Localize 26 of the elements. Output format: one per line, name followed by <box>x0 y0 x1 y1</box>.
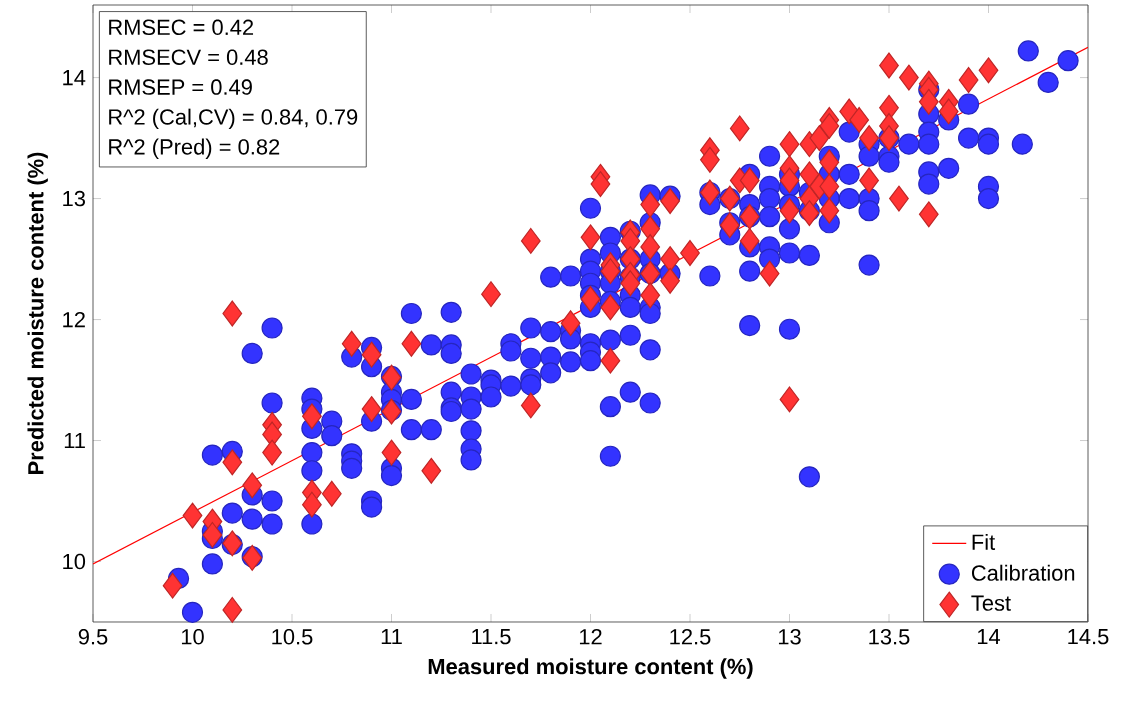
x-tick-label: 11 <box>381 629 402 645</box>
annotation: RMSECV = 0.48 <box>109 49 268 65</box>
x-axis-title: Measured moisture content (%) <box>428 658 753 679</box>
x-tick-label: 13 <box>778 629 801 645</box>
y-tick-label: 11 <box>64 433 85 449</box>
y-tick-label: 12 <box>63 311 85 328</box>
annotation: R^2 (Pred) = 0.82 <box>109 138 280 159</box>
y-tick-label: 14 <box>63 70 86 86</box>
x-tick-label: 11.5 <box>472 629 511 645</box>
x-tick-label: 14.5 <box>1068 629 1109 645</box>
y-tick-label: 10 <box>63 553 86 570</box>
legend-label: Calibration <box>971 564 1075 581</box>
x-tick-label: 12.5 <box>670 629 711 645</box>
annotation: RMSEP = 0.49 <box>109 79 252 95</box>
y-axis-title: Predicted moisture content (%) <box>27 152 48 474</box>
legend-label: Fit <box>972 533 996 550</box>
x-tick-label: 9.5 <box>78 629 108 645</box>
x-tick-label: 12 <box>579 629 602 645</box>
x-tick-label: 13.5 <box>869 629 910 645</box>
annotation: R^2 (Cal,CV) = 0.84, 0.79 <box>109 108 358 130</box>
y-tick-label: 13 <box>63 190 85 207</box>
annotation: RMSEC = 0.42 <box>109 19 254 36</box>
x-tick-label: 10.5 <box>272 629 313 645</box>
x-tick-label: 14 <box>977 629 1001 645</box>
legend-label: Test <box>971 595 1011 611</box>
x-tick-label: 10 <box>181 629 204 645</box>
